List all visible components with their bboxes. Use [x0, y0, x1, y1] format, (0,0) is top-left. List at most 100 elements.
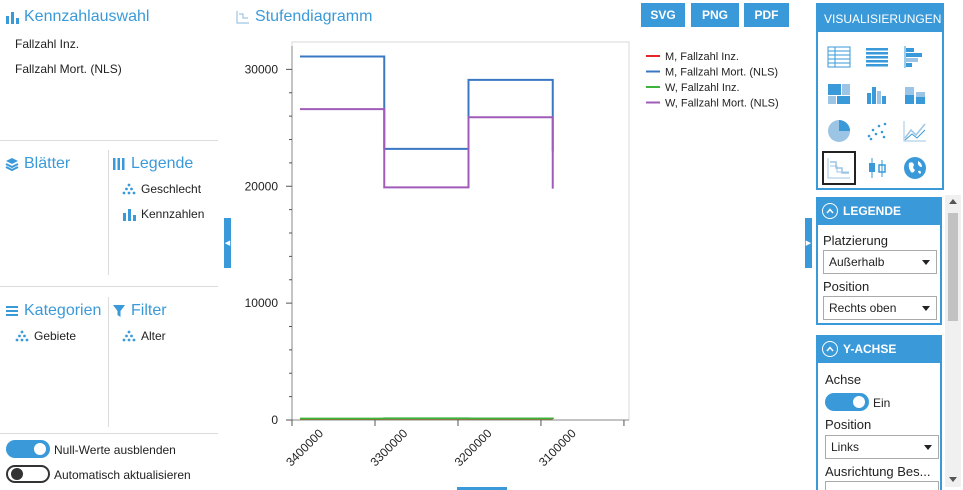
legende-panel-header[interactable]: LEGENDE: [816, 197, 942, 225]
boxplot-icon[interactable]: [862, 153, 892, 183]
right-panel-scrollbar[interactable]: [945, 195, 961, 487]
achse-toggle[interactable]: [825, 393, 869, 411]
achse-label: Achse: [825, 372, 862, 387]
funnel-icon: [113, 305, 125, 317]
export-pdf-button[interactable]: PDF: [744, 3, 789, 27]
position-label: Position: [823, 279, 870, 294]
collapse-right-handle[interactable]: ▶: [805, 218, 812, 268]
series-line: [300, 108, 554, 189]
right-panel: VISUALISIERUNGEN LEGENDE Platzierung Auß…: [812, 0, 963, 490]
kategorien-field-gebiete[interactable]: Gebiete: [15, 329, 76, 343]
visualisierungen-header: VISUALISIERUNGEN: [818, 5, 942, 32]
ausrichtung-label: Ausrichtung Bes...: [825, 464, 931, 479]
chart-panel: Stufendiagramm SVG PNG PDF 0 10000 20000 30…: [231, 0, 805, 490]
x-tick-label: 3200000: [452, 426, 495, 469]
treemap-icon[interactable]: [824, 79, 854, 109]
chart-header: Stufendiagramm: [236, 8, 372, 26]
legend-label: M, Fallzahl Mort. (NLS): [665, 67, 778, 79]
yachse-position-select[interactable]: Links: [825, 435, 939, 459]
chevron-left-icon: ◀: [224, 239, 231, 247]
legende-field-label: Geschlecht: [141, 182, 202, 196]
export-png-button[interactable]: PNG: [691, 3, 739, 27]
chevron-right-icon: ▶: [805, 239, 812, 247]
bottom-tab-indicator[interactable]: [457, 487, 507, 490]
list-table-icon[interactable]: [862, 42, 892, 72]
scroll-down-arrow-icon[interactable]: [949, 477, 957, 482]
yachse-panel-title: Y-ACHSE: [843, 342, 897, 356]
hierarchy-icon: [15, 330, 29, 342]
legende-field-geschlecht[interactable]: Geschlecht: [122, 182, 201, 196]
platzierung-select[interactable]: Außerhalb: [823, 250, 937, 274]
scatter-icon[interactable]: [862, 116, 892, 146]
platzierung-value: Außerhalb: [829, 255, 885, 269]
bar-chart-icon: [123, 209, 136, 221]
toggle-knob: [853, 396, 865, 408]
yachse-position-label: Position: [825, 417, 872, 432]
divider: [0, 433, 218, 434]
hierarchy-icon: [122, 183, 136, 195]
kennzahl-item-mort[interactable]: Fallzahl Mort. (NLS): [15, 62, 122, 76]
dropdown-caret-icon: [922, 260, 930, 265]
divider: [108, 297, 109, 427]
stacked-column-icon[interactable]: [900, 79, 930, 109]
yachse-panel-header[interactable]: Y-ACHSE: [816, 335, 942, 363]
blaetter-header: Blätter: [5, 155, 70, 173]
x-tick-label: 3400000: [283, 426, 326, 469]
filter-field-alter[interactable]: Alter: [122, 329, 166, 343]
toggle-knob: [34, 443, 46, 455]
legende-panel-body: Platzierung Außerhalb Position Rechts ob…: [816, 225, 942, 325]
y-tick-label: 0: [271, 413, 278, 427]
list-icon: [6, 306, 18, 316]
x-tick-label: 3100000: [536, 426, 579, 469]
left-panel: Kennzahlauswahl Fallzahl Inz. Fallzahl M…: [0, 0, 224, 490]
platzierung-label: Platzierung: [823, 233, 889, 248]
filter-title: Filter: [131, 302, 167, 319]
globe-icon[interactable]: [900, 153, 930, 183]
kategorien-field-label: Gebiete: [34, 329, 77, 343]
dropdown-caret-icon: [922, 306, 930, 311]
auto-update-toggle[interactable]: [6, 465, 50, 483]
legende-position-value: Rechts oben: [829, 301, 897, 315]
column-chart-icon[interactable]: [862, 79, 892, 109]
step-chart-icon[interactable]: [822, 151, 856, 185]
export-svg-button[interactable]: SVG: [641, 3, 685, 27]
chart-title: Stufendiagramm: [255, 8, 373, 25]
legend-label: M, Fallzahl Inz.: [665, 51, 739, 63]
collapse-up-icon: [822, 203, 838, 219]
legend-label: W, Fallzahl Mort. (NLS): [665, 98, 779, 110]
yachse-panel-body: Achse Ein Position Links Ausrichtung Bes…: [816, 363, 942, 490]
layers-icon: [5, 158, 19, 171]
step-chart-icon: [236, 11, 249, 24]
kennzahlauswahl-header: Kennzahlauswahl: [5, 8, 149, 26]
legend-label: W, Fallzahl Inz.: [665, 82, 740, 94]
filter-field-label: Alter: [141, 329, 166, 343]
achse-toggle-label: Ein: [873, 396, 891, 410]
visualisierungen-box: VISUALISIERUNGEN: [816, 3, 944, 190]
ausrichtung-select[interactable]: [825, 481, 939, 490]
legende-field-label: Kennzahlen: [141, 207, 205, 221]
line-chart-icon[interactable]: [900, 116, 930, 146]
divider: [0, 140, 218, 141]
y-tick-label: 10000: [245, 296, 279, 310]
table-icon[interactable]: [824, 42, 854, 72]
legende-field-kennzahlen[interactable]: Kennzahlen: [122, 207, 204, 221]
scrollbar-thumb[interactable]: [948, 213, 958, 321]
pie-chart-icon[interactable]: [824, 116, 854, 146]
blaetter-title: Blätter: [24, 155, 71, 172]
x-tick-label: 3300000: [367, 426, 410, 469]
hierarchy-icon: [122, 330, 136, 342]
legende-panel-title: LEGENDE: [843, 204, 902, 218]
toggle-knob: [11, 468, 23, 480]
bar-chart-icon: [6, 12, 19, 24]
collapse-left-handle[interactable]: ◀: [224, 218, 231, 268]
null-werte-toggle[interactable]: [6, 440, 50, 458]
divider: [108, 150, 109, 275]
kategorien-title: Kategorien: [24, 302, 102, 319]
auto-update-label: Automatisch aktualisieren: [54, 468, 191, 482]
step-chart: 0 10000 20000 30000 3400000 3300000 3200000 310…: [245, 41, 779, 469]
horizontal-bar-icon[interactable]: [900, 42, 930, 72]
y-tick-label: 30000: [245, 62, 279, 76]
kennzahl-item-inz[interactable]: Fallzahl Inz.: [15, 37, 80, 51]
legende-position-select[interactable]: Rechts oben: [823, 296, 937, 320]
scroll-up-arrow-icon[interactable]: [949, 199, 957, 204]
